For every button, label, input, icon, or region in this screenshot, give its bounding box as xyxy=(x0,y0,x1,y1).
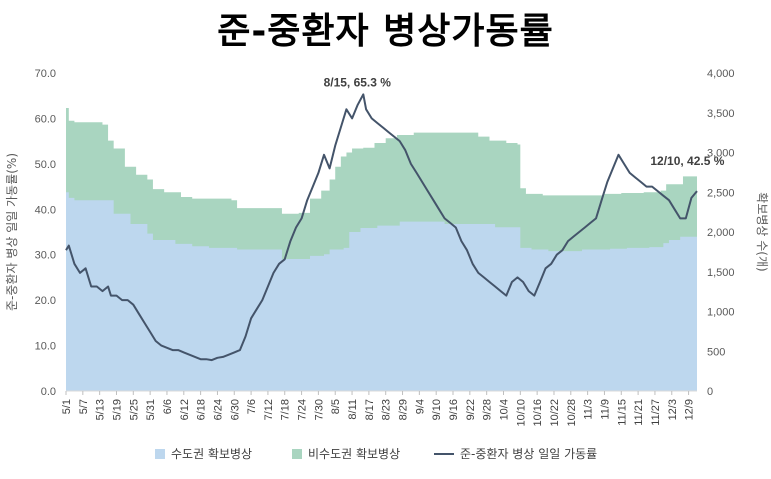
x-tick-label: 11/9 xyxy=(599,399,611,420)
legend-label-nonmetro: 비수도권 확보병상 xyxy=(308,447,400,461)
annotation-peak: 8/15, 65.3 % xyxy=(324,75,392,89)
x-tick-label: 5/1 xyxy=(61,399,73,414)
chart-title: 준-중환자 병상가동률 xyxy=(217,11,554,52)
x-tick-label: 5/31 xyxy=(145,399,157,420)
x-tick-label: 10/28 xyxy=(566,399,578,427)
x-tick-label: 5/25 xyxy=(128,399,140,420)
x-tick-label: 9/10 xyxy=(431,399,443,420)
x-tick-label: 11/27 xyxy=(650,399,662,426)
x-tick-label: 5/13 xyxy=(95,399,107,420)
right-axis-label: 확보병상 수(개) xyxy=(755,192,769,271)
x-tick-label: 9/28 xyxy=(482,399,494,420)
right-tick-label: 3,500 xyxy=(707,108,735,120)
x-tick-label: 8/29 xyxy=(398,399,410,420)
left-axis-label: 준-중환자 병상 일일 가동률(%) xyxy=(5,153,19,311)
x-tick-label: 6/18 xyxy=(196,399,208,420)
left-tick-label: 20.0 xyxy=(35,295,56,307)
x-tick-label: 6/24 xyxy=(212,399,224,420)
x-tick-label: 10/4 xyxy=(498,399,510,420)
left-tick-label: 30.0 xyxy=(35,250,56,262)
legend-swatch-nonmetro xyxy=(292,449,302,459)
x-tick-label: 7/24 xyxy=(297,399,309,420)
legend-swatch-metro xyxy=(155,449,165,459)
x-tick-label: 11/21 xyxy=(633,399,645,426)
metro-beds-area xyxy=(66,192,697,391)
left-tick-label: 60.0 xyxy=(35,113,56,125)
x-tick-label: 6/6 xyxy=(162,399,174,414)
x-tick-label: 7/6 xyxy=(246,399,258,414)
x-tick-label: 9/16 xyxy=(448,399,460,420)
x-tick-label: 6/12 xyxy=(179,399,191,420)
x-tick-label: 8/17 xyxy=(364,399,376,420)
right-tick-label: 4,000 xyxy=(707,68,735,80)
legend-label-metro: 수도권 확보병상 xyxy=(171,447,252,461)
x-tick-label: 12/9 xyxy=(684,399,696,420)
x-tick-label: 10/22 xyxy=(549,399,561,427)
x-tick-label: 9/4 xyxy=(414,399,426,414)
x-tick-label: 7/18 xyxy=(280,399,292,420)
left-tick-label: 40.0 xyxy=(35,204,56,216)
right-tick-label: 2,000 xyxy=(707,227,735,239)
right-tick-label: 0 xyxy=(707,386,713,398)
x-tick-label: 9/22 xyxy=(465,399,477,420)
x-tick-label: 8/23 xyxy=(381,399,393,420)
x-tick-label: 8/5 xyxy=(330,399,342,414)
right-tick-label: 500 xyxy=(707,346,725,358)
annotation-latest: 12/10, 42.5 % xyxy=(650,154,724,168)
x-tick-label: 10/16 xyxy=(532,399,544,427)
right-tick-label: 1,000 xyxy=(707,307,735,319)
x-tick-label: 6/30 xyxy=(229,399,241,420)
x-tick-label: 12/3 xyxy=(667,399,679,420)
right-tick-label: 2,500 xyxy=(707,187,735,199)
left-tick-label: 50.0 xyxy=(35,159,56,171)
right-tick-label: 1,500 xyxy=(707,267,735,279)
left-tick-label: 0.0 xyxy=(41,386,56,398)
x-tick-label: 11/3 xyxy=(583,399,595,420)
left-tick-label: 10.0 xyxy=(35,341,56,353)
x-tick-label: 5/7 xyxy=(78,399,90,414)
legend-label-occupancy: 준-중환자 병상 일일 가동률 xyxy=(460,447,597,461)
x-tick-label: 7/30 xyxy=(313,399,325,420)
x-tick-label: 8/11 xyxy=(347,399,359,420)
x-tick-label: 5/19 xyxy=(111,399,123,420)
left-tick-label: 70.0 xyxy=(35,68,56,80)
x-tick-label: 11/15 xyxy=(616,399,628,426)
x-tick-label: 7/12 xyxy=(263,399,275,420)
right-tick-label: 3,000 xyxy=(707,148,735,160)
occupancy-line xyxy=(65,93,698,362)
x-tick-label: 10/10 xyxy=(515,399,527,427)
